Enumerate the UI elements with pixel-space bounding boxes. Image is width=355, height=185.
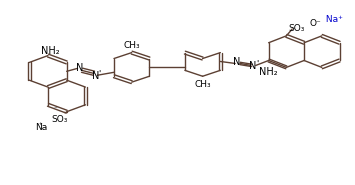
Text: CH₃: CH₃ xyxy=(194,80,211,89)
Text: ⁺: ⁺ xyxy=(38,123,42,130)
Text: N: N xyxy=(249,61,257,71)
Text: ': ' xyxy=(98,70,100,79)
Text: N: N xyxy=(76,63,83,73)
Text: N: N xyxy=(92,71,99,81)
Text: NH₂: NH₂ xyxy=(40,46,59,56)
Text: SO₃: SO₃ xyxy=(51,115,68,124)
Text: N: N xyxy=(233,58,241,68)
Text: Na: Na xyxy=(35,123,47,132)
Text: Na⁺: Na⁺ xyxy=(323,15,343,24)
Text: O⁻: O⁻ xyxy=(310,18,322,28)
Text: CH₃: CH₃ xyxy=(124,41,140,50)
Text: ': ' xyxy=(256,60,258,69)
Text: SO₃: SO₃ xyxy=(288,24,304,33)
Text: ⁻: ⁻ xyxy=(54,107,58,113)
Text: NH₂: NH₂ xyxy=(259,67,278,77)
